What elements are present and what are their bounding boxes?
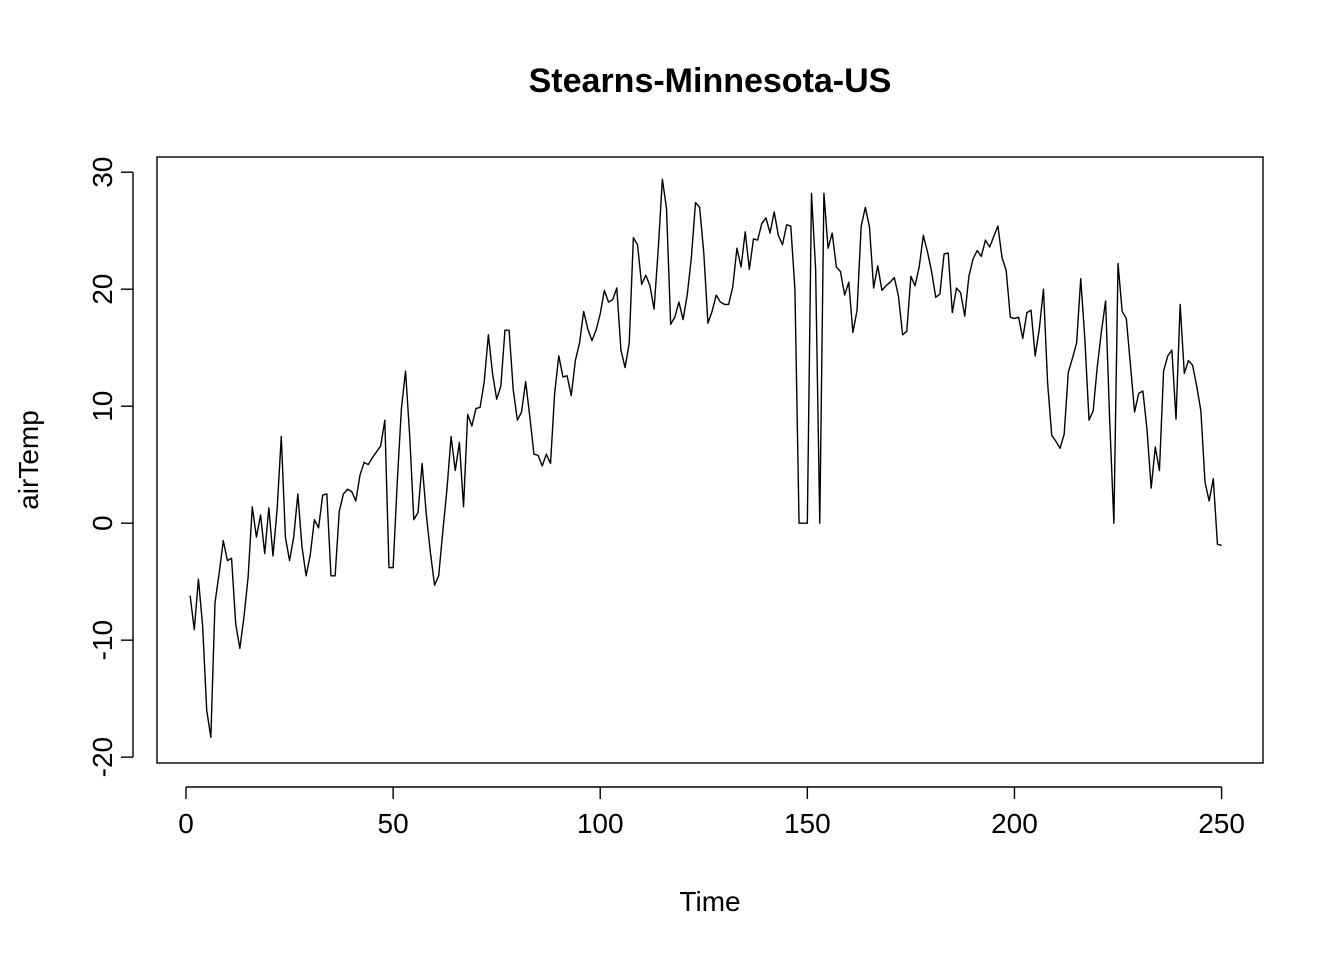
series-line bbox=[189, 178, 1222, 738]
y-tick-label: 10 bbox=[87, 391, 118, 422]
x-tick-label: 100 bbox=[577, 808, 624, 839]
y-tick-label: 20 bbox=[87, 274, 118, 305]
y-tick-label: 30 bbox=[87, 157, 118, 188]
y-tick-label: -20 bbox=[87, 737, 118, 777]
x-axis-label: Time bbox=[679, 886, 740, 917]
y-tick-label: 0 bbox=[87, 515, 118, 531]
y-axis-label: airTemp bbox=[13, 410, 44, 510]
plot-frame bbox=[156, 156, 1264, 764]
x-tick-label: 0 bbox=[178, 808, 194, 839]
x-tick-label: 250 bbox=[1198, 808, 1245, 839]
chart-title: Stearns-Minnesota-US bbox=[529, 62, 892, 100]
y-axis: -20 -10 0 10 20 30 bbox=[87, 157, 134, 777]
x-tick-label: 50 bbox=[378, 808, 409, 839]
x-tick-label: 200 bbox=[991, 808, 1038, 839]
x-axis: 0 50 100 150 200 250 bbox=[178, 786, 1245, 839]
y-tick-label: -10 bbox=[87, 620, 118, 660]
x-tick-label: 150 bbox=[784, 808, 831, 839]
